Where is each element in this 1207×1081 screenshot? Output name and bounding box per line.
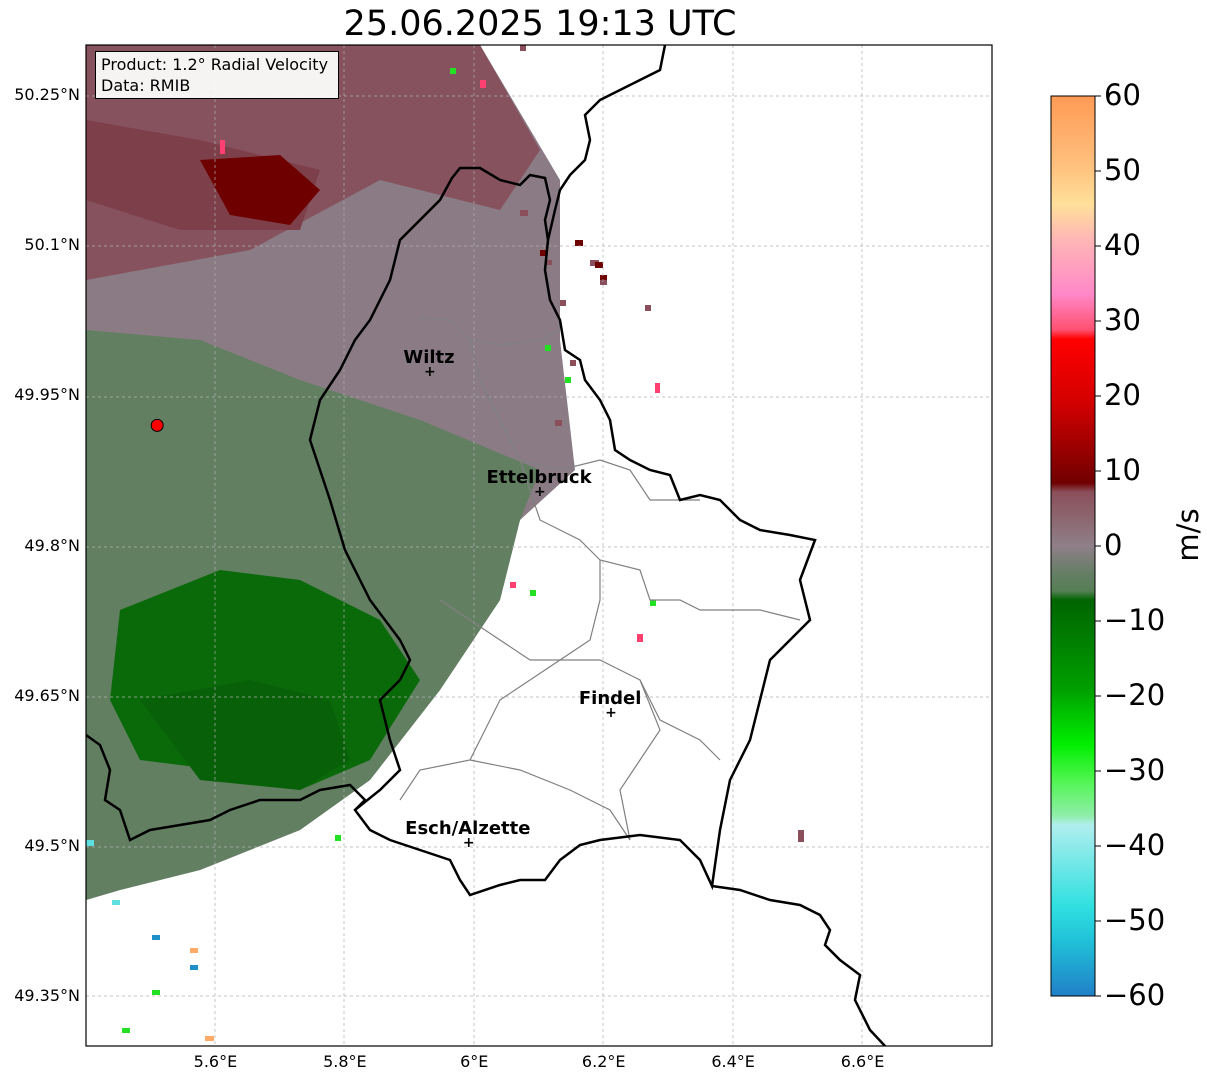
colorbar-tick-label: 20 bbox=[1104, 378, 1141, 412]
colorbar-tick-label: −40 bbox=[1104, 828, 1166, 862]
colorbar-unit: m/s bbox=[1171, 508, 1205, 562]
city-marker: + bbox=[423, 364, 436, 381]
gridlines bbox=[86, 45, 992, 1046]
city-label: Wiltz bbox=[403, 347, 455, 369]
colorbar-tick-label: −50 bbox=[1104, 903, 1166, 937]
colorbar-tick-label: −20 bbox=[1104, 678, 1166, 712]
city-label: Findel bbox=[578, 687, 642, 709]
city-marker: + bbox=[462, 834, 475, 851]
colorbar-tick-label: −10 bbox=[1104, 603, 1166, 637]
radar-field bbox=[86, 45, 804, 1041]
colorbar-tick-label: −30 bbox=[1104, 753, 1166, 787]
lat-tick-label: 49.35°N bbox=[14, 985, 80, 1005]
info-data: Data: RMIB bbox=[101, 76, 191, 95]
colorbar-tick-label: 30 bbox=[1104, 303, 1141, 337]
lon-tick-label: 6.4°E bbox=[711, 1052, 755, 1071]
radar-site bbox=[150, 418, 164, 432]
lon-tick-label: 6.2°E bbox=[581, 1052, 626, 1071]
lat-tick-label: 49.65°N bbox=[14, 685, 80, 705]
lat-tick-label: 49.95°N bbox=[14, 385, 80, 405]
city-label: Ettelbruck bbox=[486, 467, 592, 489]
lat-tick-label: 50.25°N bbox=[14, 85, 80, 105]
colorbar-tick-label: 40 bbox=[1104, 228, 1141, 262]
lon-tick-label: 6.6°E bbox=[840, 1052, 885, 1071]
colorbar-tick-label: 0 bbox=[1104, 528, 1123, 562]
info-box: Product: 1.2° Radial Velocity Data: RMIB bbox=[95, 51, 339, 99]
lat-tick-label: 50.1°N bbox=[24, 235, 80, 255]
info-product: Product: 1.2° Radial Velocity bbox=[101, 55, 329, 74]
plot-frame bbox=[85, 44, 993, 1047]
city-marker: + bbox=[605, 704, 617, 721]
lon-tick-label: 6°E bbox=[460, 1052, 489, 1071]
country-borders bbox=[86, 45, 886, 1046]
lon-tick-label: 5.6°E bbox=[193, 1052, 238, 1071]
lat-tick-label: 49.8°N bbox=[24, 535, 80, 555]
colorbar bbox=[1050, 95, 1096, 997]
colorbar-tick-label: 50 bbox=[1104, 153, 1141, 187]
city-label: Esch/Alzette bbox=[405, 817, 531, 839]
lon-tick-label: 5.8°E bbox=[323, 1052, 367, 1071]
canton-borders bbox=[399, 317, 801, 841]
city-marker: + bbox=[534, 484, 546, 501]
colorbar-tick-label: 60 bbox=[1104, 78, 1141, 112]
colorbar-tick-label: −60 bbox=[1104, 978, 1166, 1012]
lat-tick-label: 49.5°N bbox=[24, 835, 80, 855]
colorbar-tick-label: 10 bbox=[1104, 453, 1141, 487]
map-title: 25.06.2025 19:13 UTC bbox=[343, 4, 737, 44]
